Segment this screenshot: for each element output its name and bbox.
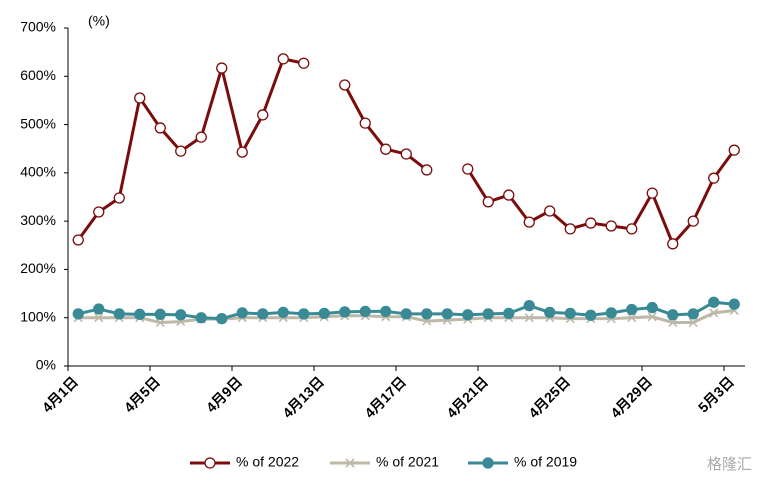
data-point	[216, 313, 228, 325]
data-point	[524, 313, 534, 323]
data-point	[154, 122, 166, 134]
data-point	[257, 308, 269, 320]
data-point	[175, 145, 187, 157]
data-point	[503, 307, 515, 320]
y-tick-label: 0%	[36, 357, 56, 373]
data-point	[236, 146, 248, 158]
data-point	[544, 205, 556, 217]
legend-label: % of 2021	[376, 454, 439, 470]
data-point	[155, 317, 165, 328]
data-point	[72, 308, 84, 320]
data-point	[134, 92, 146, 104]
x-tick-label: 4月9日	[203, 373, 245, 415]
data-point	[667, 309, 679, 321]
data-point	[564, 307, 576, 320]
data-point	[647, 312, 657, 322]
y-tick-label: 100%	[20, 308, 56, 324]
data-point	[421, 164, 433, 176]
data-point	[93, 206, 105, 218]
data-point	[585, 309, 597, 321]
x-tick-label: 4月17日	[361, 373, 409, 421]
data-point	[626, 223, 638, 235]
data-point	[585, 217, 597, 229]
legend-marker	[482, 457, 494, 469]
data-point	[298, 308, 310, 320]
data-point	[646, 301, 658, 314]
x-tick-label: 4月5日	[121, 373, 163, 415]
data-point	[668, 317, 678, 328]
data-point	[687, 308, 699, 320]
data-point	[462, 309, 474, 321]
y-tick-label: 400%	[20, 164, 56, 180]
unit-annotation: (%)	[88, 13, 110, 29]
data-point	[687, 215, 699, 227]
legend-label: % of 2022	[236, 454, 299, 470]
data-point	[175, 309, 187, 321]
y-tick-label: 700%	[20, 19, 56, 35]
data-point	[709, 308, 719, 318]
data-point	[400, 148, 412, 160]
data-point	[72, 234, 84, 246]
data-point	[113, 308, 125, 320]
data-point	[134, 308, 146, 320]
data-point	[728, 298, 740, 310]
data-point	[564, 223, 576, 235]
data-point	[400, 308, 412, 320]
data-point	[154, 308, 166, 320]
data-point	[380, 143, 392, 155]
data-point	[318, 307, 330, 320]
data-point	[277, 306, 289, 319]
data-point	[626, 303, 638, 316]
legend-label: % of 2019	[514, 454, 577, 470]
data-point	[359, 117, 371, 129]
data-point	[216, 62, 228, 74]
x-tick-label: 4月13日	[279, 373, 327, 421]
data-point	[482, 196, 494, 208]
data-point	[93, 303, 105, 315]
data-point	[236, 307, 248, 319]
y-tick-label: 600%	[20, 67, 56, 83]
data-point	[441, 308, 453, 320]
data-point	[523, 299, 535, 312]
data-point	[113, 192, 125, 204]
data-point	[728, 144, 740, 156]
data-point	[380, 305, 392, 318]
data-point	[482, 308, 494, 320]
data-point	[708, 296, 720, 308]
data-point	[195, 312, 207, 324]
data-point	[298, 57, 310, 69]
data-point	[646, 187, 658, 199]
data-point	[257, 109, 269, 121]
x-tick-label: 5月3日	[695, 373, 737, 415]
data-point	[462, 163, 474, 175]
data-point	[503, 189, 515, 201]
data-point	[359, 305, 371, 318]
x-tick-label: 4月25日	[525, 373, 573, 421]
data-point	[708, 172, 720, 184]
data-point	[605, 220, 617, 232]
data-point	[94, 313, 104, 323]
x-tick-label: 4月1日	[39, 373, 81, 415]
data-point	[523, 216, 535, 228]
y-tick-label: 300%	[20, 212, 56, 228]
x-tick-label: 4月29日	[607, 373, 655, 421]
data-point	[627, 313, 637, 323]
y-tick-label: 500%	[20, 115, 56, 131]
data-point	[195, 131, 207, 143]
data-point	[277, 53, 289, 65]
legend-marker	[345, 458, 355, 468]
data-point	[605, 307, 617, 319]
data-point	[544, 306, 556, 319]
data-point	[688, 317, 698, 328]
x-tick-label: 4月21日	[443, 373, 491, 421]
data-point	[421, 308, 433, 320]
legend-marker	[204, 457, 216, 469]
data-point	[339, 79, 351, 91]
watermark: 格隆汇	[707, 456, 752, 473]
y-tick-label: 200%	[20, 260, 56, 276]
data-point	[339, 306, 351, 318]
data-point	[667, 238, 679, 250]
